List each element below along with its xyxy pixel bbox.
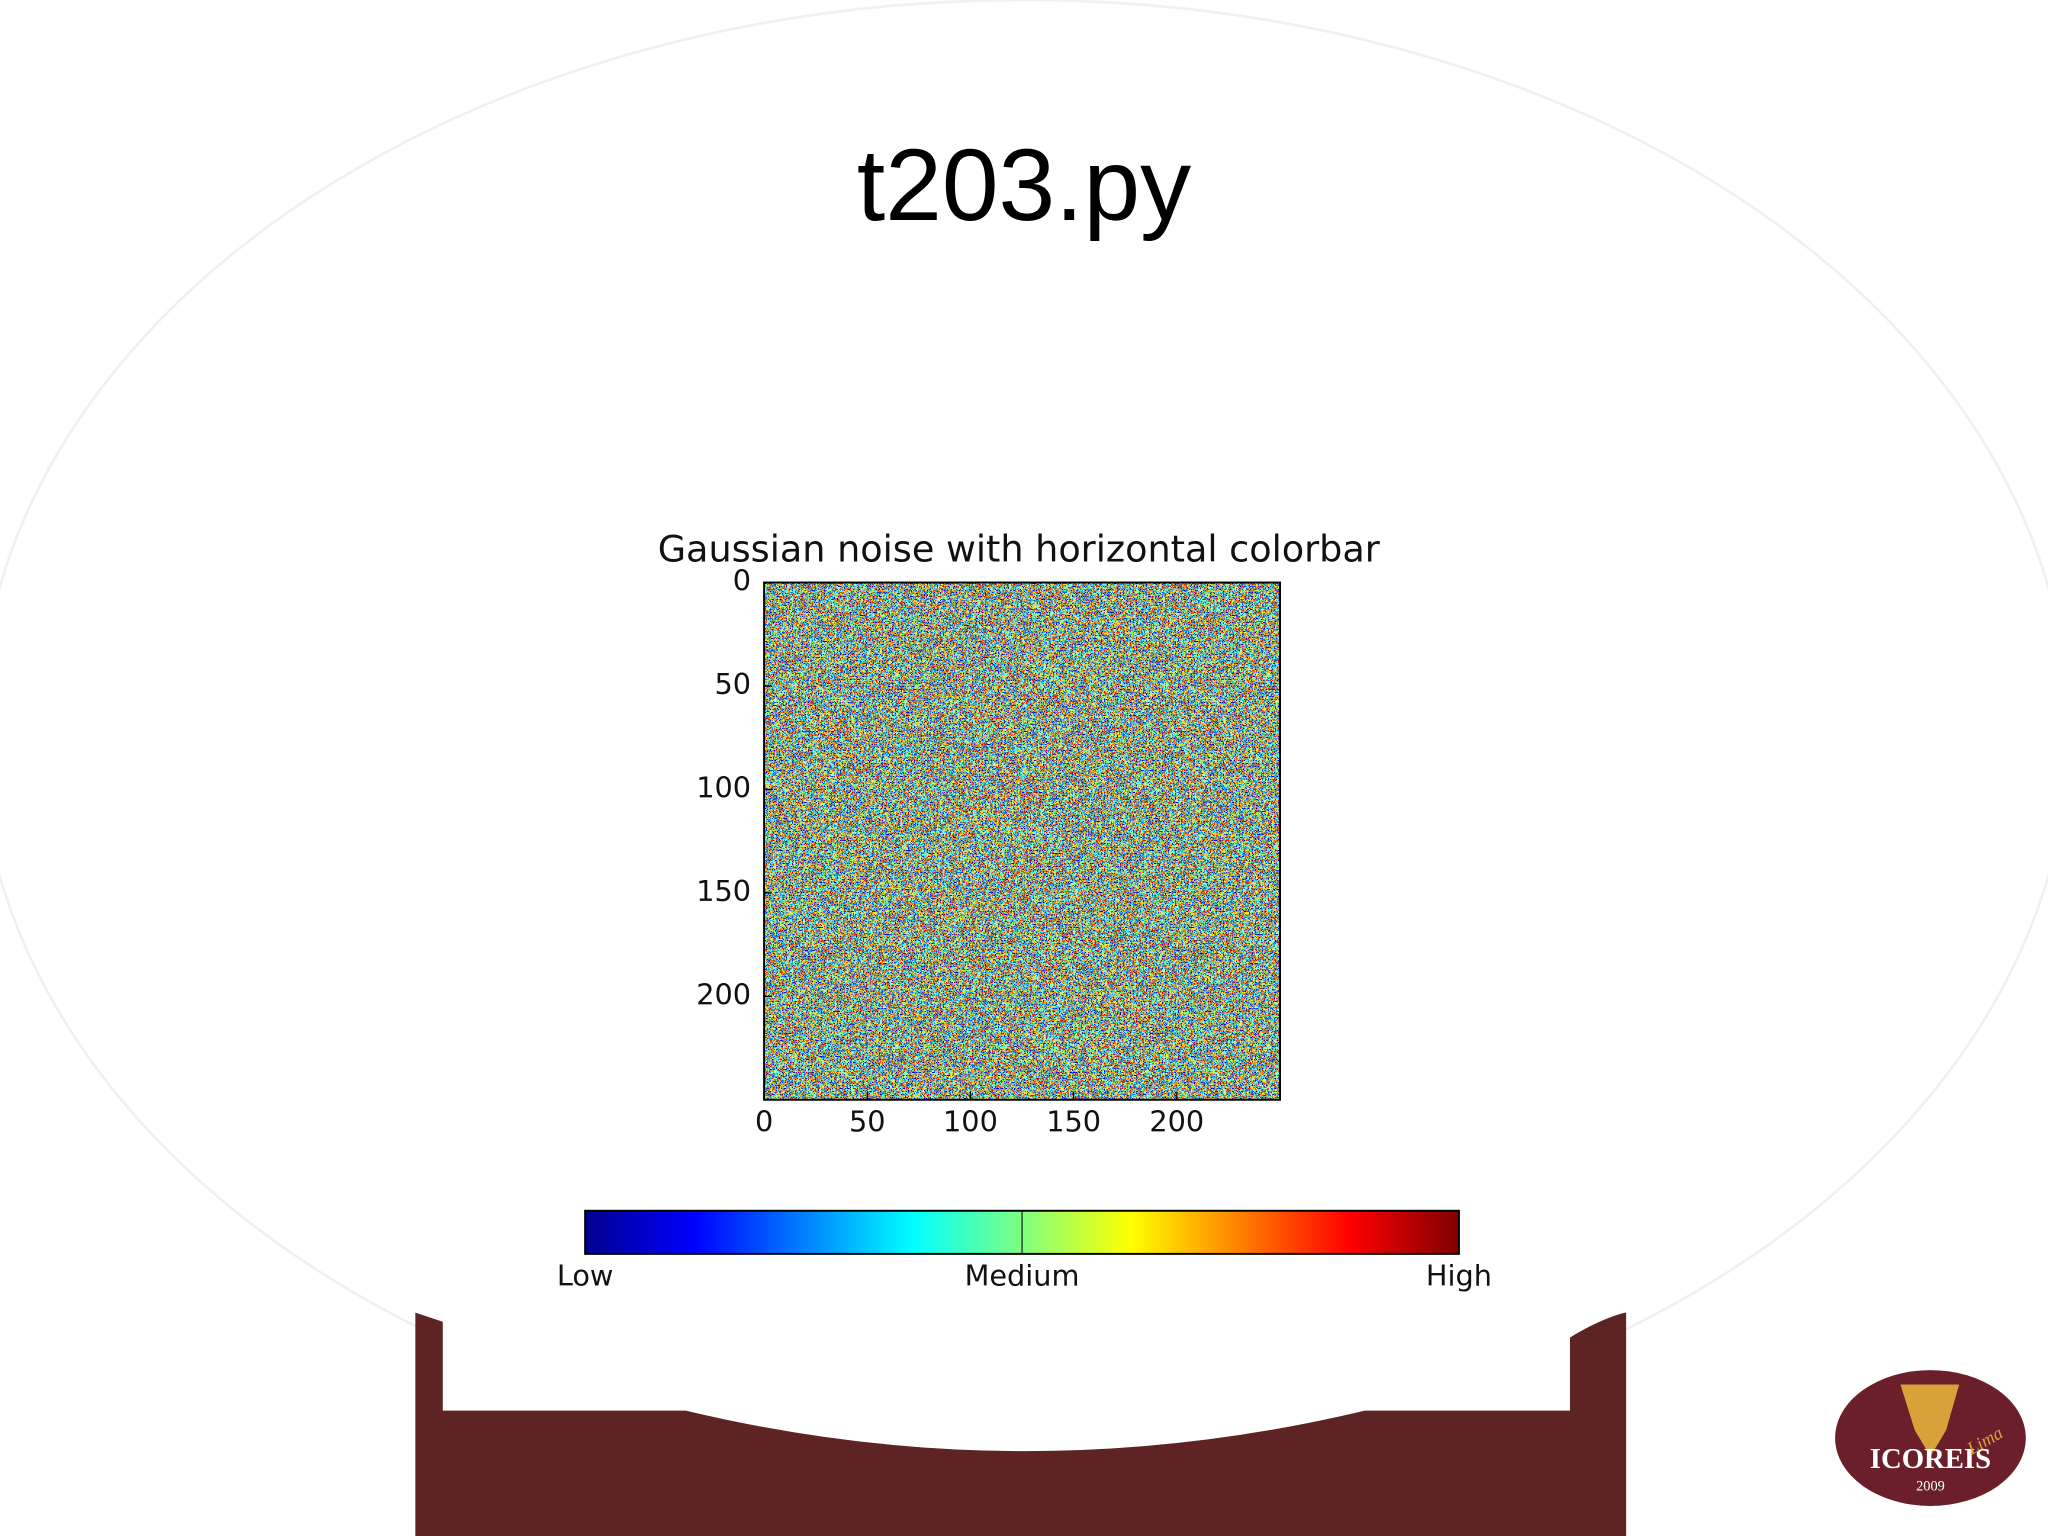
y-tick-label: 0: [733, 564, 751, 598]
colorbar-label: Medium: [965, 1258, 1080, 1292]
x-tick-label: 150: [1046, 1104, 1101, 1138]
logo-year: 2009: [1916, 1478, 1945, 1494]
heatmap-image: [764, 582, 1280, 1100]
chart-title: Gaussian noise with horizontal colorbar: [658, 528, 1381, 571]
colorbar-label: High: [1426, 1258, 1492, 1292]
plot-frame: [763, 581, 1281, 1101]
x-tick-label: 50: [849, 1104, 886, 1138]
y-tick-label: 200: [696, 977, 751, 1011]
colorbar: Low Medium High: [557, 1209, 1492, 1292]
y-tick-label: 50: [714, 667, 751, 701]
logo-figure: [1900, 1384, 1960, 1457]
logo: ICOREIS 2009 Lima: [1835, 1370, 2026, 1506]
logo-name: ICOREIS: [1870, 1443, 1991, 1475]
x-tick-label: 100: [943, 1104, 998, 1138]
x-tick-label: 0: [755, 1104, 773, 1138]
footer-cutout: [415, 1293, 1625, 1452]
axes: 0 50 100 150 200 0 50 100 150 200: [696, 564, 1204, 1139]
slide-title: t203.py: [857, 128, 1191, 242]
y-tick-label: 150: [696, 874, 751, 908]
y-tick-label: 100: [696, 770, 751, 804]
colorbar-label: Low: [557, 1258, 614, 1292]
x-tick-label: 200: [1149, 1104, 1204, 1138]
